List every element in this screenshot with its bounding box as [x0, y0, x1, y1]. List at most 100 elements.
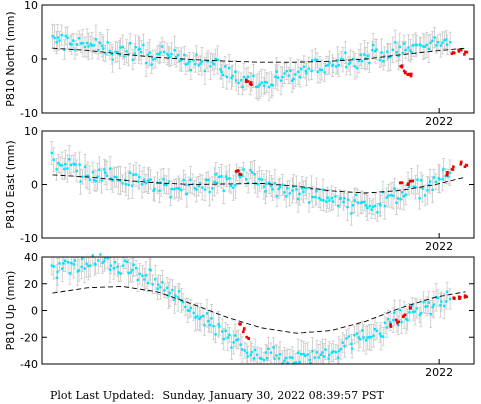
observed-point [256, 85, 260, 88]
observed-point [428, 183, 431, 187]
observed-point [424, 305, 427, 308]
observed-point [283, 191, 286, 194]
observed-point [346, 205, 349, 209]
observed-point [258, 83, 261, 86]
observed-point [68, 158, 71, 161]
observed-point [304, 70, 308, 73]
observed-point [251, 171, 254, 174]
observed-point [56, 270, 59, 273]
observed-point [221, 330, 224, 333]
observed-point [85, 262, 88, 265]
observed-point [50, 151, 53, 155]
observed-points [50, 253, 452, 365]
observed-point [229, 184, 233, 188]
observed-point [58, 262, 61, 265]
observed-point [154, 57, 157, 61]
observed-point [88, 264, 92, 267]
observed-point [444, 174, 447, 178]
observed-point [276, 76, 280, 79]
observed-point [201, 314, 205, 318]
observed-point [212, 63, 216, 66]
observed-point [314, 195, 317, 199]
observed-point [422, 300, 425, 304]
observed-point [100, 179, 103, 182]
observed-point [170, 187, 174, 191]
observed-point [138, 175, 141, 179]
y-tick-label: -20 [20, 331, 38, 344]
observed-point [171, 288, 174, 292]
observed-point [68, 42, 72, 45]
observed-point [66, 261, 70, 264]
observed-point [267, 85, 271, 89]
observed-point [223, 65, 227, 68]
observed-point [137, 180, 140, 183]
observed-point [52, 265, 55, 268]
outlier-point [400, 64, 404, 68]
observed-point [142, 178, 146, 181]
observed-point [141, 274, 144, 278]
observed-point [368, 204, 371, 208]
observed-point [196, 315, 199, 318]
observed-point [371, 43, 375, 47]
observed-point [315, 190, 318, 193]
observed-point [260, 81, 263, 84]
observed-point [288, 356, 292, 359]
observed-point [258, 356, 262, 360]
observed-point [96, 175, 99, 178]
observed-point [305, 72, 308, 75]
panel-3: 40 20 0 -20 -40 2022 P810 Up (mm) [4, 251, 475, 379]
outlier-point [401, 315, 405, 319]
observed-point [241, 85, 244, 89]
observed-point [66, 36, 69, 40]
observed-point [104, 171, 107, 174]
observed-point [355, 66, 359, 70]
observed-point [265, 182, 268, 185]
observed-point [128, 171, 132, 175]
observed-point [397, 323, 400, 327]
observed-point [328, 199, 331, 202]
observed-point [72, 39, 75, 42]
y-tick-label: 0 [31, 305, 38, 318]
observed-point [167, 294, 170, 297]
observed-point [158, 53, 161, 56]
observed-point [92, 44, 96, 47]
observed-point [341, 341, 345, 344]
observed-point [401, 51, 404, 55]
observed-point [124, 178, 127, 182]
observed-point [345, 65, 348, 69]
observed-point [316, 70, 319, 74]
observed-point [294, 73, 297, 76]
observed-point [87, 45, 90, 48]
observed-point [284, 356, 288, 360]
observed-point [78, 163, 81, 166]
outlier-points [244, 48, 469, 87]
observed-point [273, 182, 277, 185]
observed-point [159, 51, 162, 54]
observed-point [373, 327, 377, 331]
observed-point [292, 185, 295, 188]
observed-point [386, 318, 390, 321]
observed-point [296, 70, 300, 74]
observed-point [415, 307, 418, 310]
observed-point [353, 199, 356, 202]
observed-point [354, 193, 358, 197]
outlier-point [409, 306, 413, 310]
observed-point [89, 42, 92, 46]
observed-point [153, 278, 157, 281]
observed-point [321, 188, 325, 192]
outlier-point [244, 80, 248, 83]
observed-point [324, 200, 328, 203]
y-tick-label: 0 [31, 179, 38, 192]
observed-point [375, 329, 379, 333]
observed-point [262, 185, 266, 188]
observed-point [345, 337, 348, 340]
observed-point [119, 179, 122, 182]
observed-point [127, 183, 130, 187]
outlier-point [239, 173, 243, 176]
observed-point [212, 324, 215, 328]
observed-point [260, 178, 263, 181]
observed-point [81, 175, 84, 178]
observed-point [402, 42, 406, 45]
observed-point [197, 64, 200, 67]
observed-point [275, 194, 279, 198]
